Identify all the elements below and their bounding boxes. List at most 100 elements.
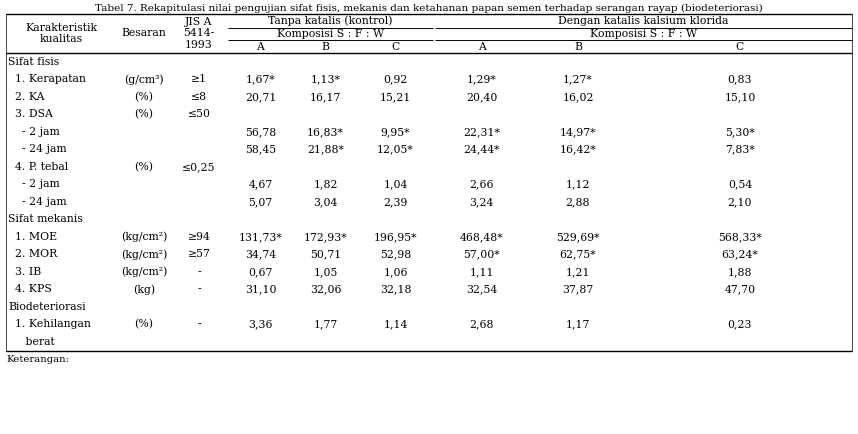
Text: 1,13*: 1,13*	[311, 74, 341, 84]
Text: 3,04: 3,04	[313, 197, 338, 207]
Text: Tabel 7. Rekapitulasi nilai pengujian sifat fisis, mekanis dan ketahanan papan s: Tabel 7. Rekapitulasi nilai pengujian si…	[95, 4, 763, 13]
Text: 16,02: 16,02	[562, 92, 594, 102]
Text: 0,92: 0,92	[384, 74, 408, 84]
Text: -: -	[197, 284, 201, 294]
Text: 4,67: 4,67	[248, 179, 273, 189]
Text: ≤8: ≤8	[191, 92, 207, 102]
Text: - 24 jam: - 24 jam	[8, 144, 67, 154]
Text: 1. Kerapatan: 1. Kerapatan	[8, 74, 86, 84]
Text: -: -	[197, 267, 201, 277]
Text: 1,27*: 1,27*	[563, 74, 593, 84]
Text: 0,83: 0,83	[728, 74, 752, 84]
Text: 1,21: 1,21	[565, 267, 590, 277]
Text: ≤0,25: ≤0,25	[182, 162, 215, 172]
Text: 2. MOR: 2. MOR	[8, 249, 57, 259]
Text: 2,39: 2,39	[384, 197, 408, 207]
Text: 1,77: 1,77	[313, 319, 338, 329]
Text: 16,83*: 16,83*	[307, 127, 344, 137]
Text: 2,66: 2,66	[469, 179, 493, 189]
Text: Sifat mekanis: Sifat mekanis	[8, 214, 82, 224]
Text: 0,67: 0,67	[248, 267, 273, 277]
Text: 50,71: 50,71	[310, 249, 341, 259]
Text: ≥57: ≥57	[188, 249, 210, 259]
Text: 1,17: 1,17	[565, 319, 590, 329]
Text: 32,54: 32,54	[466, 284, 497, 294]
Text: 3,36: 3,36	[248, 319, 273, 329]
Text: 37,87: 37,87	[562, 284, 594, 294]
Text: 1,29*: 1,29*	[467, 74, 497, 84]
Text: 47,70: 47,70	[724, 284, 756, 294]
Text: 5,07: 5,07	[248, 197, 273, 207]
Text: 14,97*: 14,97*	[559, 127, 596, 137]
Text: Sifat fisis: Sifat fisis	[8, 57, 59, 67]
Text: 529,69*: 529,69*	[556, 232, 600, 242]
Text: Biodeteriorasi: Biodeteriorasi	[8, 302, 86, 312]
Text: 172,93*: 172,93*	[304, 232, 347, 242]
Text: - 2 jam: - 2 jam	[8, 179, 60, 189]
Text: 0,23: 0,23	[728, 319, 752, 329]
Text: A: A	[257, 42, 264, 52]
Text: ≥1: ≥1	[191, 74, 207, 84]
Text: 31,10: 31,10	[245, 284, 276, 294]
Text: 32,18: 32,18	[380, 284, 411, 294]
Text: JIS A
5414-
1993: JIS A 5414- 1993	[184, 17, 214, 50]
Text: (g/cm³): (g/cm³)	[124, 74, 164, 85]
Text: 34,74: 34,74	[245, 249, 276, 259]
Text: 1,88: 1,88	[728, 267, 752, 277]
Text: 1,67*: 1,67*	[245, 74, 275, 84]
Text: 16,42*: 16,42*	[559, 144, 596, 154]
Text: 3. DSA: 3. DSA	[8, 109, 53, 119]
Text: (%): (%)	[135, 109, 154, 119]
Text: - 24 jam: - 24 jam	[8, 197, 67, 207]
Text: 32,06: 32,06	[310, 284, 341, 294]
Text: B: B	[322, 42, 329, 52]
Text: 24,44*: 24,44*	[463, 144, 499, 154]
Text: Karakteristik
kualitas: Karakteristik kualitas	[25, 23, 97, 44]
Text: - 2 jam: - 2 jam	[8, 127, 60, 137]
Text: 9,95*: 9,95*	[381, 127, 410, 137]
Text: C: C	[391, 42, 400, 52]
Text: 1. MOE: 1. MOE	[8, 232, 57, 242]
Text: 21,88*: 21,88*	[307, 144, 344, 154]
Text: Besaran: Besaran	[122, 29, 166, 39]
Text: 0,54: 0,54	[728, 179, 752, 189]
Text: C: C	[736, 42, 744, 52]
Text: B: B	[574, 42, 582, 52]
Text: 4. KPS: 4. KPS	[8, 284, 51, 294]
Text: (kg/cm²): (kg/cm²)	[121, 249, 167, 260]
Text: 20,40: 20,40	[466, 92, 497, 102]
Text: Tanpa katalis (kontrol): Tanpa katalis (kontrol)	[269, 16, 393, 26]
Text: 56,78: 56,78	[245, 127, 276, 137]
Text: 1,06: 1,06	[384, 267, 408, 277]
Text: 2,10: 2,10	[728, 197, 752, 207]
Text: (%): (%)	[135, 319, 154, 329]
Text: berat: berat	[8, 337, 55, 347]
Text: 12,05*: 12,05*	[378, 144, 414, 154]
Text: 22,31*: 22,31*	[463, 127, 500, 137]
Text: Komposisi S : F : W: Komposisi S : F : W	[277, 29, 384, 39]
Text: 3,24: 3,24	[469, 197, 493, 207]
Text: 568,33*: 568,33*	[718, 232, 762, 242]
Text: 1,11: 1,11	[469, 267, 493, 277]
Text: 5,30*: 5,30*	[725, 127, 755, 137]
Text: 3. IB: 3. IB	[8, 267, 41, 277]
Text: 7,83*: 7,83*	[725, 144, 755, 154]
Text: A: A	[478, 42, 486, 52]
Text: 16,17: 16,17	[310, 92, 341, 102]
Text: (kg/cm²): (kg/cm²)	[121, 266, 167, 277]
Text: ≥94: ≥94	[188, 232, 210, 242]
Text: 4. P. tebal: 4. P. tebal	[8, 162, 69, 172]
Text: 52,98: 52,98	[380, 249, 411, 259]
Text: 468,48*: 468,48*	[460, 232, 504, 242]
Text: 15,21: 15,21	[380, 92, 411, 102]
Text: Keterangan:: Keterangan:	[6, 355, 69, 365]
Text: 57,00*: 57,00*	[463, 249, 500, 259]
Text: 58,45: 58,45	[245, 144, 276, 154]
Text: 1,82: 1,82	[313, 179, 338, 189]
Text: 15,10: 15,10	[724, 92, 756, 102]
Text: ≤50: ≤50	[188, 109, 210, 119]
Text: Dengan katalis kalsium klorida: Dengan katalis kalsium klorida	[559, 16, 728, 26]
Text: 63,24*: 63,24*	[722, 249, 758, 259]
Text: (kg): (kg)	[133, 284, 155, 295]
Text: 1,14: 1,14	[384, 319, 408, 329]
